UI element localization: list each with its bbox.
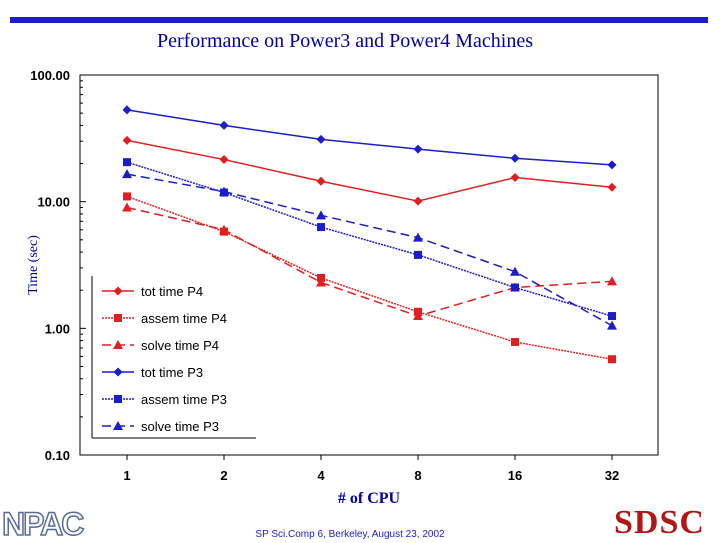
data-point-tot-time-p4: [607, 182, 617, 192]
x-tick-label: 2: [220, 468, 227, 483]
data-point-tot-time-p4: [219, 155, 229, 165]
legend-marker-tot-time-p3: [113, 367, 123, 377]
data-point-assem-time-p4: [123, 192, 131, 201]
legend-background: [92, 276, 256, 438]
data-point-tot-time-p3: [122, 105, 132, 115]
legend-label-assem-time-p3: assem time P3: [141, 392, 227, 407]
legend-marker-solve-time-p3: [113, 421, 123, 430]
data-point-tot-time-p3: [607, 160, 617, 170]
page-title: Performance on Power3 and Power4 Machine…: [156, 30, 533, 52]
data-point-solve-time-p3: [607, 320, 617, 330]
data-point-solve-time-p4: [607, 276, 617, 286]
y-tick-label: 1.00: [45, 321, 70, 336]
y-axis-title: Time (sec): [26, 235, 41, 295]
legend-marker-tot-time-p4: [113, 286, 123, 296]
data-point-solve-time-p4: [316, 277, 326, 287]
legend-label-solve-time-p4: solve time P4: [141, 338, 219, 353]
legend-marker-solve-time-p4: [113, 340, 123, 349]
legend-label-tot-time-p3: tot time P3: [141, 365, 203, 380]
y-tick-label: 100.00: [30, 68, 70, 83]
data-point-tot-time-p4: [413, 196, 423, 206]
data-point-solve-time-p4: [122, 202, 132, 212]
data-point-assem-time-p3: [608, 312, 616, 321]
data-point-tot-time-p4: [510, 173, 520, 183]
data-point-solve-time-p3: [510, 266, 520, 276]
data-point-tot-time-p3: [219, 120, 229, 130]
data-point-assem-time-p4: [511, 338, 519, 347]
data-point-solve-time-p3: [219, 186, 229, 196]
y-tick-label: 0.10: [45, 448, 70, 463]
x-axis-title: # of CPU: [338, 490, 401, 507]
legend-label-solve-time-p3: solve time P3: [141, 419, 219, 434]
data-point-solve-time-p4: [219, 224, 229, 234]
title-bar-decoration: [10, 17, 708, 23]
legend-label-tot-time-p4: tot time P4: [141, 284, 203, 299]
sdsc-logo: SDSC: [614, 504, 705, 541]
data-point-solve-time-p3: [316, 210, 326, 220]
plot-area-frame: [79, 74, 659, 456]
data-point-solve-time-p3: [413, 232, 423, 242]
data-point-tot-time-p4: [122, 135, 132, 145]
data-point-tot-time-p4: [316, 176, 326, 186]
x-tick-label: 1: [123, 468, 130, 483]
legend-marker-assem-time-p3: [114, 395, 122, 403]
x-tick-label: 16: [508, 468, 522, 483]
series-line-tot-time-p4: [126, 139, 613, 202]
x-tick-label: 4: [317, 468, 325, 483]
data-point-assem-time-p3: [414, 250, 422, 259]
npac-logo: NPAC: [1, 505, 85, 543]
data-point-solve-time-p3: [122, 169, 132, 179]
data-point-tot-time-p3: [316, 134, 326, 144]
footer-caption: SP Sci.Comp 6, Berkeley, August 23, 2002: [255, 529, 445, 540]
series-line-assem-time-p4: [126, 195, 613, 360]
x-tick-label: 8: [414, 468, 421, 483]
legend-marker-assem-time-p4: [114, 314, 122, 322]
data-point-assem-time-p3: [123, 158, 131, 167]
x-tick-label: 32: [605, 468, 619, 483]
data-point-tot-time-p3: [510, 153, 520, 163]
data-point-tot-time-p3: [413, 144, 423, 154]
data-point-assem-time-p4: [608, 355, 616, 364]
legend-label-assem-time-p4: assem time P4: [141, 311, 227, 326]
y-tick-label: 10.00: [37, 195, 70, 210]
series-line-tot-time-p3: [126, 109, 613, 166]
data-point-solve-time-p4: [413, 311, 423, 321]
series-line-assem-time-p3: [126, 161, 613, 317]
data-point-assem-time-p3: [317, 223, 325, 232]
data-point-assem-time-p3: [511, 283, 519, 292]
